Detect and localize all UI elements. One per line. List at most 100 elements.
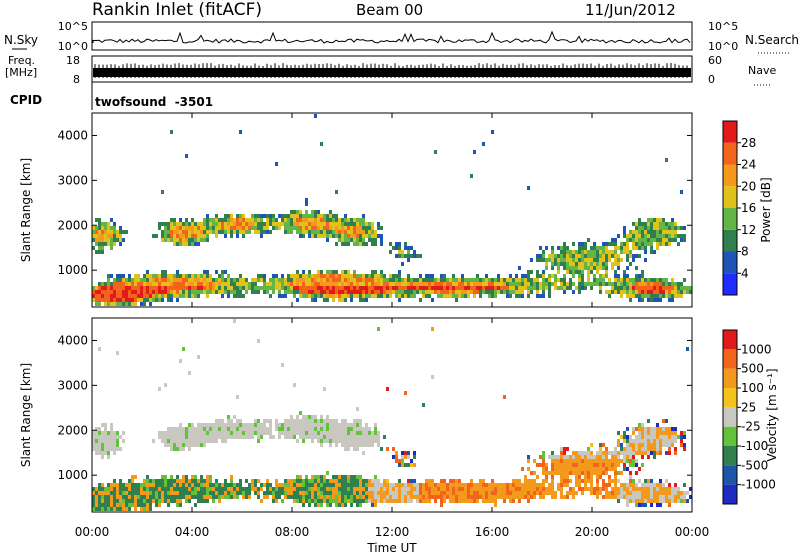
vel-field-cell (110, 447, 113, 451)
power-field-cell (461, 274, 464, 278)
vel-field-cell (524, 491, 527, 495)
vel-field-cell (347, 443, 350, 447)
vel-field-cell (128, 487, 131, 491)
power-field-cell (92, 294, 95, 298)
vel-field-cell (542, 471, 545, 475)
power-field-cell (341, 274, 344, 278)
power-field-cell (161, 294, 164, 298)
power-field-cell (242, 218, 245, 222)
power-field-cell (629, 250, 632, 254)
power-field-cell (665, 290, 668, 294)
vel-field-cell (332, 487, 335, 491)
power-field-cell (608, 254, 611, 258)
power-field-cell (320, 234, 323, 238)
vel-field-cell (158, 487, 161, 491)
power-field-cell (569, 270, 572, 274)
power-field-cell (296, 286, 299, 290)
power-field-cell (365, 242, 368, 246)
power-field-cell (308, 222, 311, 226)
power-field-cell (287, 286, 290, 290)
power-field-cell (581, 266, 584, 270)
power-field-cell (317, 274, 320, 278)
vel-field-cell (614, 491, 617, 495)
power-field-cell (536, 286, 539, 290)
power-field-cell (569, 266, 572, 270)
power-field-cell (332, 290, 335, 294)
vel-field-cell (347, 491, 350, 495)
power-field-cell (569, 262, 572, 266)
power-field-cell (632, 238, 635, 242)
vel-field-cell (590, 471, 593, 475)
vel-field-cell (500, 487, 503, 491)
power-field-cell (302, 214, 305, 218)
power-field-cell (350, 274, 353, 278)
vel-field-cell (539, 495, 542, 499)
power-field-cell (110, 238, 113, 242)
power-field-cell (392, 282, 395, 286)
vel-field-cell (257, 339, 260, 343)
vel-field-cell (329, 479, 332, 483)
vel-field-cell (407, 491, 410, 495)
vel-field-cell (623, 439, 626, 443)
power-field-cell (578, 258, 581, 262)
vel-field-cell (569, 487, 572, 491)
power-field-cell (647, 282, 650, 286)
power-field-cell (143, 282, 146, 286)
vel-field-cell (170, 479, 173, 483)
vel-field-cell (134, 507, 137, 511)
power-field-cell (602, 278, 605, 282)
vel-field-cell (494, 503, 497, 507)
power-field-cell (524, 286, 527, 290)
power-field-cell (173, 230, 176, 234)
power-field-cell (638, 226, 641, 230)
vel-field-cell (503, 499, 506, 503)
vel-field-cell (509, 483, 512, 487)
vel-field-cell (359, 499, 362, 503)
power-field-cell (203, 234, 206, 238)
power-field-cell (596, 278, 599, 282)
power-field-cell (176, 282, 179, 286)
vel-field-cell (224, 495, 227, 499)
vel-field-cell (575, 455, 578, 459)
vel-field-cell (101, 431, 104, 435)
vel-field-cell (257, 427, 260, 431)
vel-field-cell (401, 463, 404, 467)
power-field-cell (287, 226, 290, 230)
power-field-cell (548, 294, 551, 298)
vel-field-cell (464, 495, 467, 499)
vel-field-cell (551, 487, 554, 491)
power-field-cell (323, 286, 326, 290)
vel-field-cell (629, 483, 632, 487)
power-field-cell (269, 278, 272, 282)
power-field-cell (368, 274, 371, 278)
vel-field-cell (317, 431, 320, 435)
power-field-cell (95, 286, 98, 290)
power-field-cell (239, 218, 242, 222)
vel-field-cell (194, 495, 197, 499)
power-field-cell (608, 278, 611, 282)
power-field-cell (131, 282, 134, 286)
power-field-cell (98, 238, 101, 242)
vel-field-cell (641, 495, 644, 499)
power-field-cell (152, 234, 155, 238)
power-field-cell (110, 274, 113, 278)
vel-field-cell (422, 495, 425, 499)
vel-field-cell (176, 435, 179, 439)
vel-field-cell (635, 459, 638, 463)
power-field-cell (284, 282, 287, 286)
power-field-cell (308, 274, 311, 278)
vel-field-cell (665, 495, 668, 499)
vel-field-cell (668, 435, 671, 439)
vel-field-cell (635, 443, 638, 447)
vel-field-cell (341, 443, 344, 447)
power-field-cell (512, 286, 515, 290)
vel-field-cell (683, 443, 686, 447)
power-field-cell (173, 274, 176, 278)
power-field-cell (134, 290, 137, 294)
vel-field-cell (284, 427, 287, 431)
vel-field-cell (674, 427, 677, 431)
vel-field-cell (593, 487, 596, 491)
vel-field-cell (248, 483, 251, 487)
power-field-cell (485, 282, 488, 286)
power-field-cell (473, 282, 476, 286)
